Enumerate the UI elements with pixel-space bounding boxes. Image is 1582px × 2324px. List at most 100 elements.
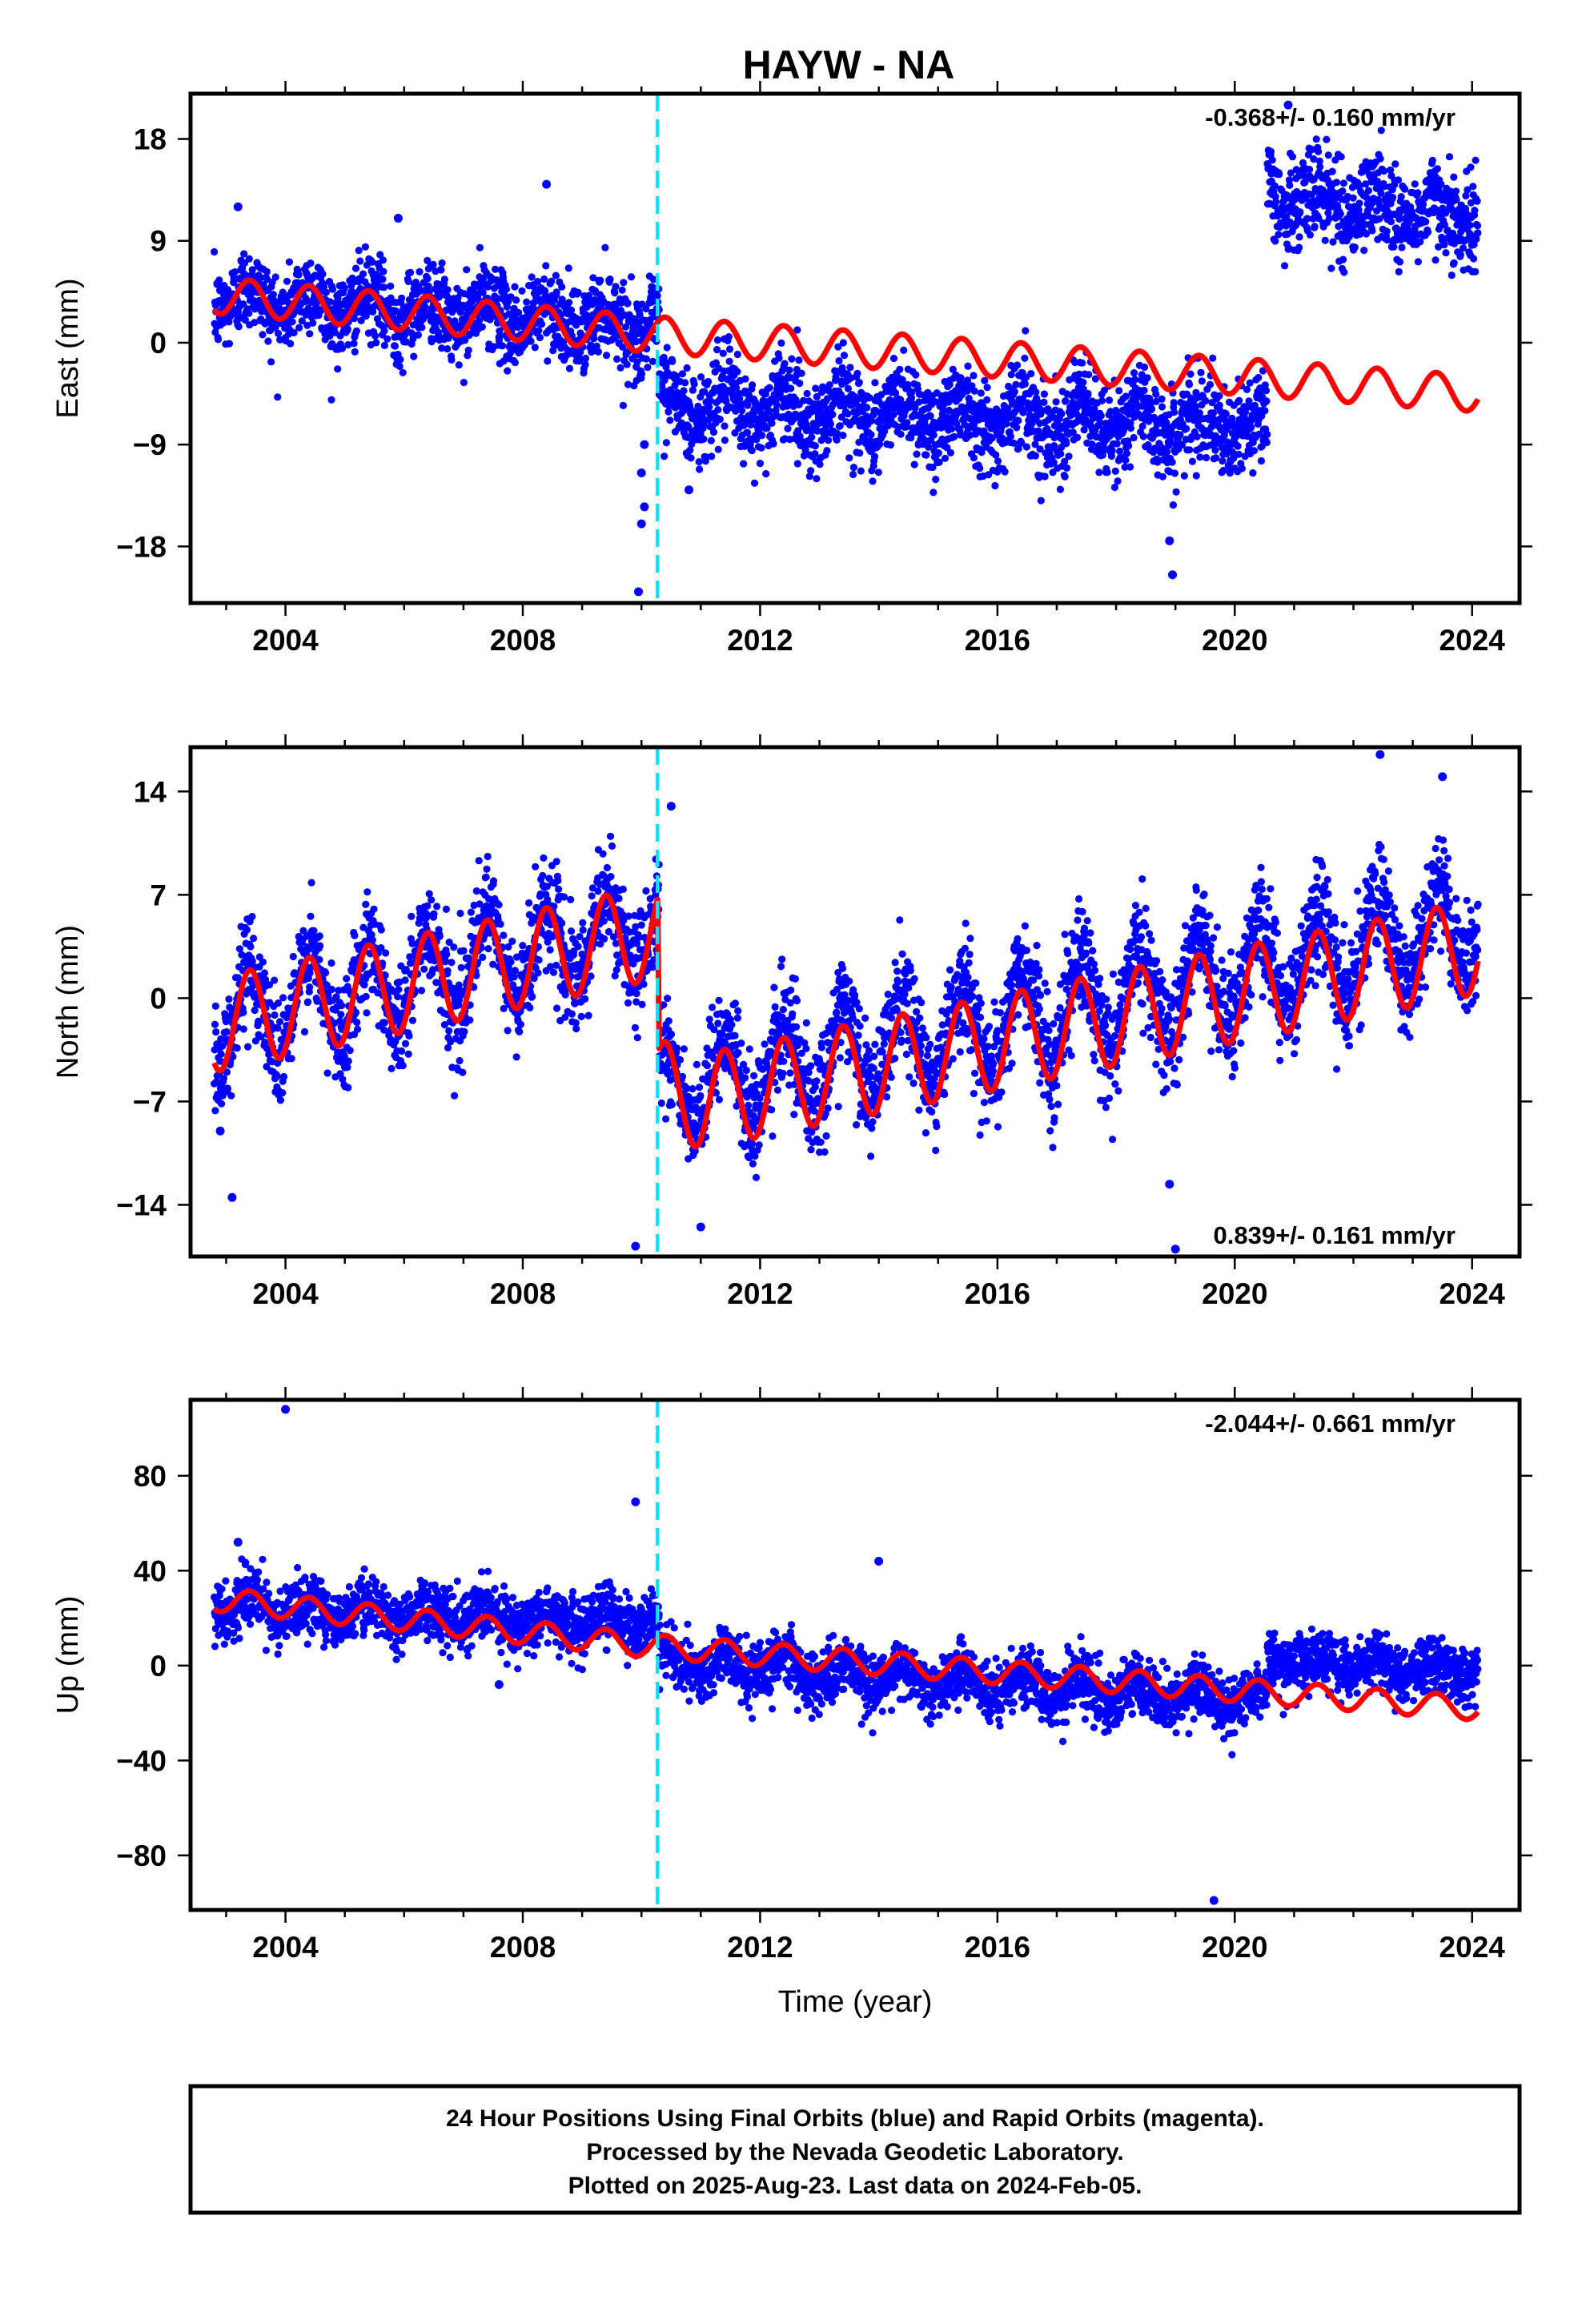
data-point: [1090, 405, 1098, 413]
data-point: [855, 438, 863, 446]
data-point: [1021, 354, 1029, 362]
data-point: [377, 944, 385, 952]
data-point: [1126, 419, 1134, 427]
data-point: [379, 275, 387, 283]
data-point: [785, 366, 793, 374]
data-point: [1050, 442, 1058, 450]
outlier-point: [542, 179, 552, 189]
outlier-point: [393, 214, 403, 223]
data-point: [686, 446, 694, 454]
data-point: [476, 316, 484, 324]
data-point: [247, 289, 256, 297]
data-point: [404, 1050, 412, 1058]
data-point: [1398, 243, 1406, 251]
data-point: [273, 1072, 281, 1080]
data-point: [245, 255, 253, 263]
data-point: [619, 401, 628, 409]
data-point: [1246, 379, 1254, 387]
data-point: [416, 267, 424, 275]
data-point: [343, 975, 351, 983]
data-point: [1263, 438, 1271, 447]
data-point: [1310, 155, 1318, 163]
data-point: [1122, 449, 1131, 457]
data-point: [377, 926, 385, 934]
data-point: [930, 489, 938, 497]
outlier-point: [640, 440, 649, 449]
data-point: [251, 319, 259, 327]
data-point: [678, 370, 687, 378]
data-point: [948, 424, 956, 433]
data-point: [1466, 221, 1474, 229]
data-point: [1467, 199, 1475, 207]
data-point: [387, 1064, 396, 1072]
data-point: [1315, 215, 1323, 223]
data-point: [300, 1027, 309, 1036]
data-point: [1360, 247, 1368, 255]
data-point: [816, 460, 824, 468]
y-tick-label: −9: [133, 428, 167, 461]
data-point: [1261, 407, 1269, 415]
data-point: [255, 1017, 263, 1025]
data-point: [1158, 403, 1166, 411]
data-point: [424, 256, 432, 264]
data-point: [713, 336, 722, 344]
data-point: [493, 294, 501, 302]
data-point: [518, 287, 526, 295]
data-point: [339, 1076, 347, 1084]
data-point: [803, 389, 811, 398]
data-point: [408, 1016, 417, 1024]
data-point: [925, 443, 933, 452]
data-point: [1095, 468, 1103, 476]
data-point: [1152, 390, 1160, 398]
data-point: [849, 464, 857, 472]
data-point: [283, 277, 291, 285]
data-point: [1198, 377, 1206, 385]
data-point: [322, 288, 330, 296]
data-point: [565, 364, 574, 372]
data-point: [214, 336, 223, 344]
data-point: [368, 936, 376, 944]
data-point: [244, 1043, 252, 1051]
data-point: [1323, 135, 1331, 143]
data-point: [1416, 238, 1424, 246]
data-point: [496, 920, 504, 928]
data-point: [1178, 441, 1186, 449]
data-point: [632, 338, 640, 346]
data-point: [455, 981, 463, 989]
data-point: [853, 369, 861, 377]
data-point: [495, 901, 503, 909]
data-point: [357, 316, 365, 324]
data-point: [1368, 227, 1376, 235]
data-point: [492, 265, 500, 273]
data-point: [713, 346, 721, 354]
data-point: [1098, 396, 1106, 404]
data-point: [758, 432, 766, 440]
data-point: [797, 369, 805, 377]
data-point: [482, 873, 490, 881]
data-point: [876, 440, 884, 448]
data-point: [552, 288, 560, 296]
data-point: [276, 336, 284, 344]
data-point: [648, 357, 657, 365]
data-point: [274, 329, 283, 337]
data-point: [991, 481, 999, 490]
data-point: [1258, 442, 1266, 451]
data-point: [869, 477, 877, 485]
data-point: [408, 912, 416, 920]
data-point: [307, 912, 315, 920]
data-point: [336, 1017, 344, 1025]
data-point: [1088, 440, 1096, 448]
data-point: [356, 257, 364, 265]
data-point: [549, 347, 557, 355]
data-point: [535, 956, 543, 964]
data-point: [912, 371, 920, 379]
data-point: [671, 381, 679, 389]
data-point: [837, 413, 845, 421]
data-point: [1203, 453, 1211, 462]
data-point: [219, 1075, 228, 1083]
data-point: [623, 360, 631, 368]
north-data-points: [211, 750, 1482, 1254]
data-point: [320, 282, 328, 291]
data-point: [618, 343, 627, 351]
